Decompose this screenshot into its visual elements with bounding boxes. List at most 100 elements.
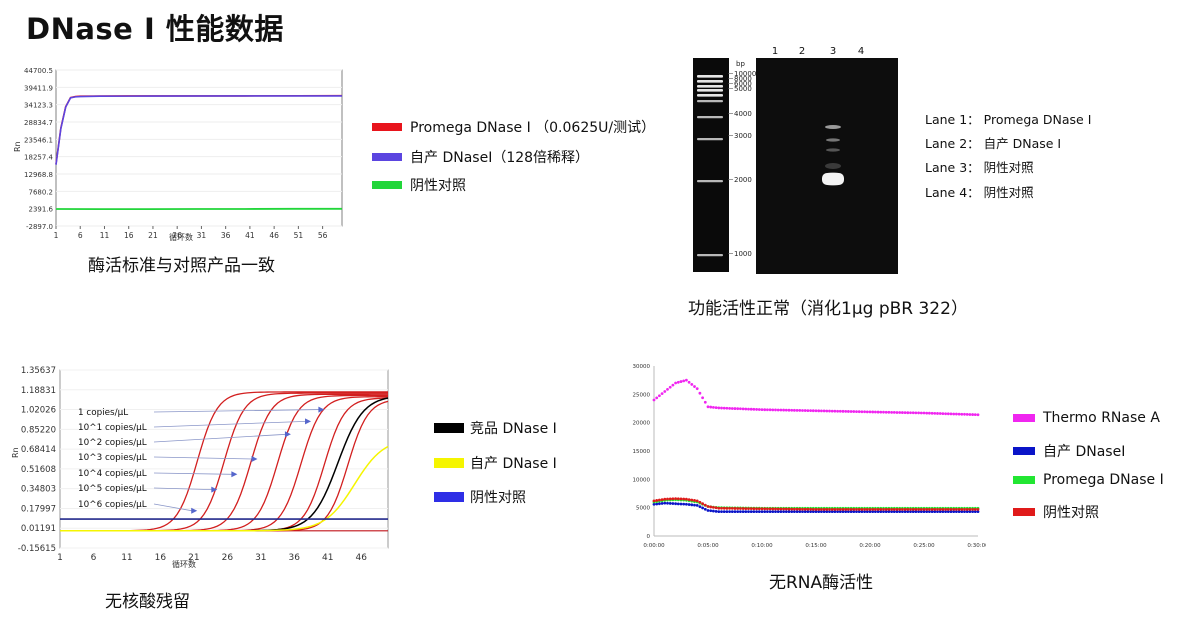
- panel4-series-negative-point: [798, 507, 802, 511]
- panel4-series-negative-point: [671, 497, 675, 501]
- purple-swatch: [372, 153, 402, 161]
- panel4-series-house-dnase-point: [741, 510, 745, 514]
- ladder-bands: [697, 75, 723, 257]
- panel4-series-negative-point: [922, 507, 926, 511]
- panel4-series-negative-point: [782, 507, 785, 511]
- panel3-annotation-arrow: [153, 487, 213, 491]
- panel4-series-rnase-a-point: [841, 409, 845, 413]
- panel4-series-house-dnase-point: [938, 510, 942, 514]
- panel4-series-negative: [652, 497, 980, 511]
- panel4-series-negative-point: [784, 507, 788, 511]
- panel4-series-negative-point: [703, 503, 707, 507]
- panel4-series-house-dnase-point: [909, 510, 912, 514]
- panel4-series-rnase-a-point: [973, 413, 977, 417]
- panel4-series-house-dnase-point: [655, 502, 659, 506]
- panel4-series-negative-point: [768, 507, 772, 511]
- panel4-series-negative-point: [776, 507, 780, 511]
- panel4-series-house-dnase-point: [703, 507, 707, 511]
- panel4-x-tick-label: 0:10:00: [751, 543, 773, 549]
- panel4-series-negative-point: [811, 507, 815, 511]
- panel1-ylabel: Rn: [14, 141, 22, 152]
- ladder-strip: [693, 58, 729, 272]
- lane-legend-3: Lane 3： 阴性对照: [925, 160, 1034, 175]
- panel4-series-house-dnase-point: [803, 510, 807, 514]
- panel4-series-negative-point: [752, 507, 756, 511]
- panel4-series-rnase-a-point: [874, 410, 877, 414]
- panel4-series-house-dnase-point: [676, 502, 680, 506]
- panel4-series-negative-point: [755, 507, 758, 511]
- panel4-series-house-dnase-point: [660, 502, 664, 505]
- panel4-series-rnase-a-point: [722, 406, 726, 410]
- panel4-series-rnase-a-point: [965, 412, 969, 416]
- panel3-y-tick-label: 0.68414: [21, 445, 56, 455]
- panel4-series-rnase-a-point: [949, 412, 953, 416]
- panel4-y-tick-label: 15000: [633, 449, 651, 455]
- panel1-y-tick-label: -2897.0: [26, 223, 53, 231]
- panel4-series-rnase-a-point: [801, 409, 804, 412]
- panel3-x-tick-label: 36: [289, 553, 301, 563]
- panel4-series-house-dnase-point: [712, 509, 715, 513]
- panel4-series-house-dnase-point: [717, 510, 721, 514]
- panel4-series-house-dnase-point: [801, 510, 804, 514]
- panel4-series-rnase-a-point: [844, 409, 848, 413]
- panel4-series-negative-point: [949, 507, 953, 511]
- panel4-legend-item-2: 自产 DNaseⅠ: [1013, 441, 1125, 461]
- panel4-y-tick-label: 30000: [633, 364, 651, 370]
- panel4-series-rnase-a-point: [749, 407, 753, 411]
- panel3-dilution-label: 10^4 copies/μL: [78, 469, 147, 479]
- panel3-dilution-label: 10^6 copies/μL: [78, 500, 147, 510]
- panel4-series-rnase-a-point: [760, 408, 764, 412]
- panel4-series-rnase-a-point: [936, 412, 939, 415]
- panel4-series-house-dnase-point: [663, 501, 667, 505]
- lane3-smear: [825, 163, 841, 169]
- panel4-series-house-dnase-point: [906, 510, 910, 514]
- panel4-series-negative-point: [874, 507, 877, 511]
- panel4-series-negative-point: [690, 498, 694, 502]
- red-swatch: [372, 123, 402, 131]
- panel4-series-house-dnase-point: [771, 510, 775, 514]
- panel4-series-house-dnase-point: [971, 510, 974, 514]
- panel4-series-house-dnase-point: [687, 503, 691, 506]
- panel4-series-negative-point: [968, 507, 972, 511]
- panel4-series-house-dnase-point: [722, 510, 726, 514]
- panel4-series-house-dnase-point: [944, 510, 947, 514]
- panel4-series-rnase-a-point: [811, 409, 815, 413]
- panel4-series-negative-point: [930, 507, 934, 511]
- panel4-series-negative-point: [946, 507, 950, 511]
- panel1-legend-label-3: 阴性对照: [410, 178, 466, 194]
- panel4-series-negative-point: [658, 498, 661, 502]
- panel4-series-negative-point: [971, 507, 974, 511]
- panel4-series-rnase-a-point: [879, 410, 883, 414]
- panel4-series-negative-point: [779, 507, 783, 511]
- panel3-arrow-head: [318, 406, 325, 413]
- panel4-series-negative-point: [763, 507, 767, 511]
- panel4-series-house-dnase-point: [865, 510, 869, 514]
- panel1-x-tick-label: 11: [100, 231, 110, 240]
- panel3-y-tick-label: 0.51608: [21, 465, 56, 475]
- ladder-band: [697, 75, 723, 78]
- panel4-series-house-dnase-point: [857, 510, 861, 514]
- ladder-label: 8000: [734, 75, 752, 83]
- panel4-series-rnase-a-point: [698, 391, 702, 395]
- panel1-chart: 44700.5 39411.9 34123.3 28834.7 23546.1 18257…: [14, 67, 343, 242]
- panel3-ylabel: Rn: [11, 447, 20, 458]
- panel4-series-rnase-a-point: [663, 390, 667, 393]
- panel4-series-negative-point: [914, 507, 918, 511]
- panel1-x-tick-label: 36: [221, 231, 231, 240]
- panel3-y-tick-label: 0.34803: [21, 485, 56, 495]
- panel3-annotation-arrow: [153, 433, 286, 443]
- panel4-series-house-dnase-point: [706, 509, 710, 512]
- panel4-series-rnase-a-point: [906, 411, 910, 415]
- panel4-series-rnase-a-point: [876, 410, 880, 414]
- panel4-series-negative-point: [787, 507, 791, 511]
- panel4-series-negative-point: [933, 507, 937, 511]
- panel4-series-negative-point: [963, 507, 966, 511]
- panel3-chart: 1.35637 1.18831 1.02026 0.85220 0.68414 0.516…: [11, 366, 389, 569]
- panel3-dilution-annotations: 1 copies/μL 10^1 copies/μL 10^2 copies/μL 1…: [78, 406, 325, 514]
- ladder-band: [697, 180, 723, 183]
- panel4-series-house-dnase: [652, 501, 980, 514]
- panel4-series-rnase-a-point: [903, 411, 907, 415]
